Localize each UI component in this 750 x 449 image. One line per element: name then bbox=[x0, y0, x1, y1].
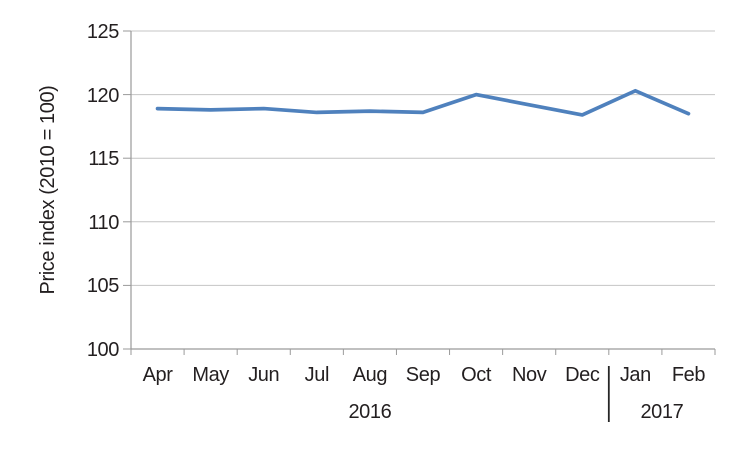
y-tick-label: 100 bbox=[86, 339, 120, 361]
x-month-label: Jan bbox=[619, 364, 651, 386]
x-month-label: Jul bbox=[304, 364, 330, 386]
x-month-label: Feb bbox=[671, 364, 706, 386]
x-month-label: May bbox=[192, 364, 229, 386]
y-tick-label: 115 bbox=[88, 148, 119, 171]
x-month-label: Apr bbox=[142, 364, 173, 386]
x-month-label: Dec bbox=[565, 364, 600, 386]
x-month-label: Sep bbox=[405, 364, 441, 386]
y-tick-label: 110 bbox=[88, 211, 119, 234]
year-label: 2017 bbox=[640, 401, 684, 423]
x-month-label: Nov bbox=[511, 364, 547, 386]
y-tick-label: 105 bbox=[86, 275, 120, 298]
x-month-label: Jun bbox=[248, 364, 280, 386]
year-label: 2016 bbox=[348, 401, 392, 423]
x-month-label: Oct bbox=[461, 364, 492, 386]
x-month-label: Aug bbox=[352, 364, 388, 386]
y-tick-label: 120 bbox=[86, 84, 120, 107]
price-index-line bbox=[155, 88, 691, 117]
y-tick-label: 125 bbox=[86, 21, 120, 43]
